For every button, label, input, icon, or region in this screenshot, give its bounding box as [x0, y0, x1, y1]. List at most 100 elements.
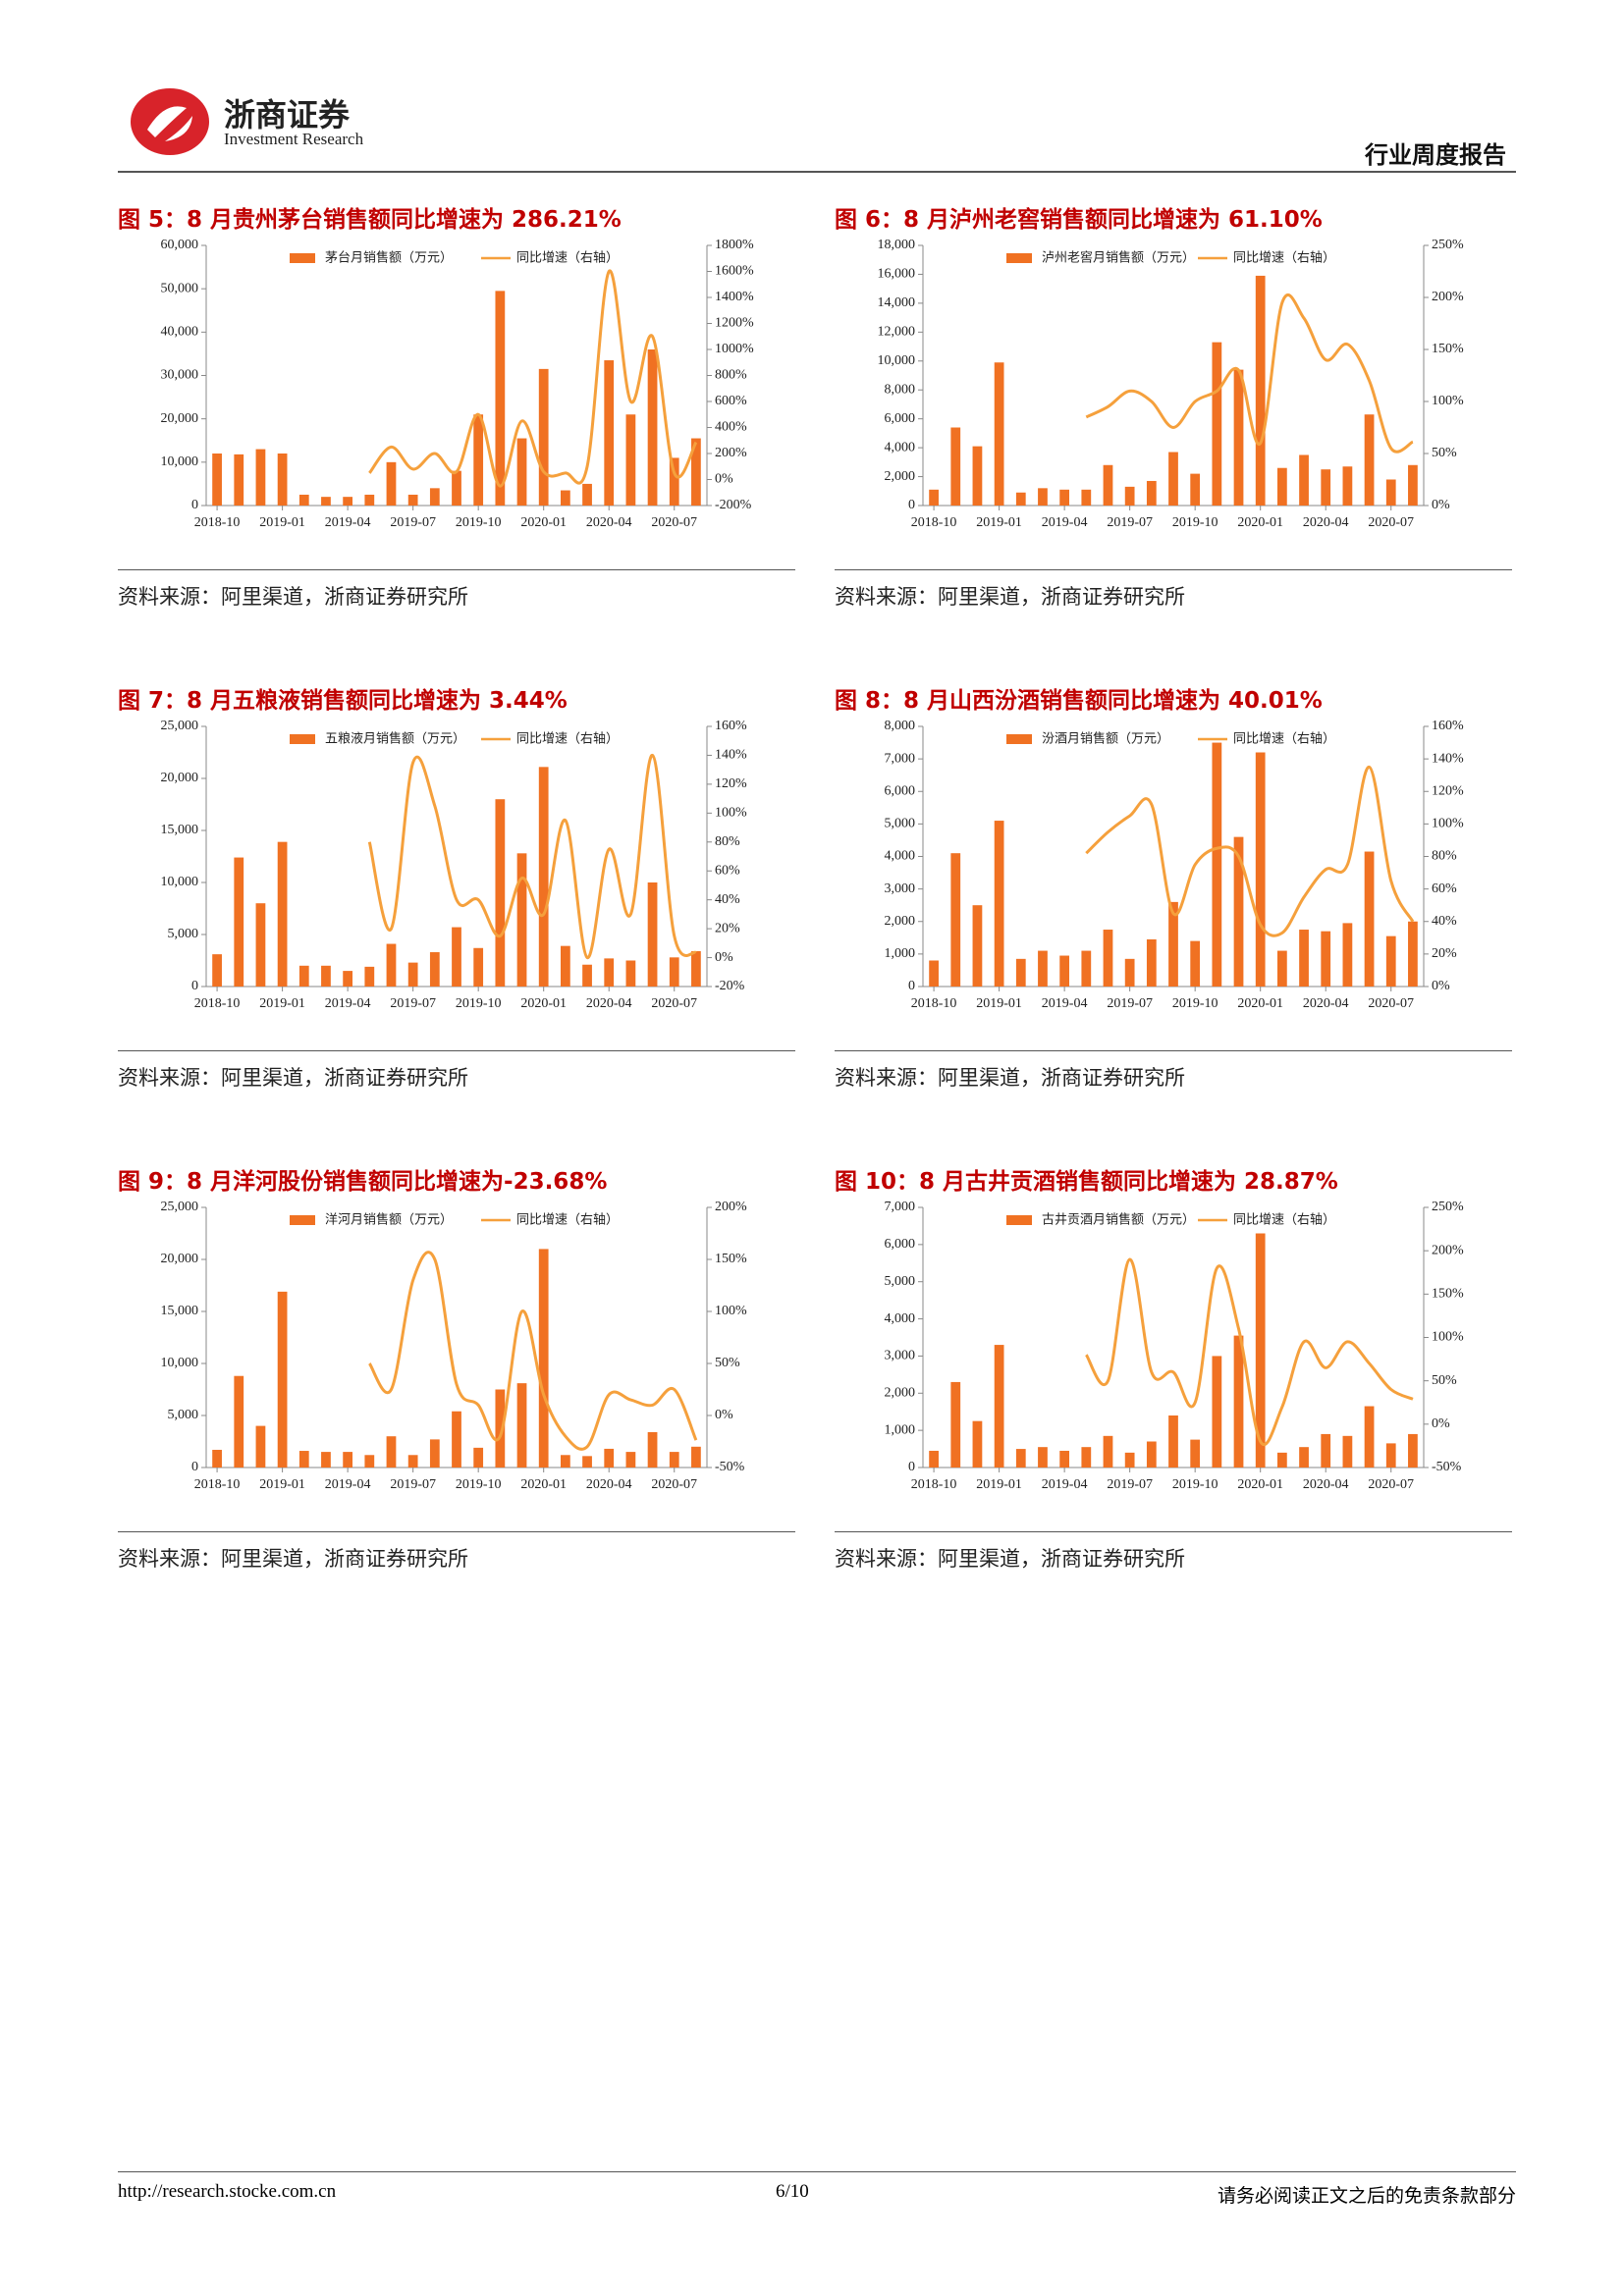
x-tick-label: 2019-04 [325, 996, 371, 1011]
figure-title: 图 7：8 月五粮液销售额同比增速为 3.44% [118, 688, 568, 714]
x-tick-label: 2020-07 [651, 996, 697, 1011]
y-tick-label: 10,000 [161, 1356, 199, 1370]
y-tick-label: 2,000 [885, 1386, 916, 1401]
bar [1059, 955, 1070, 987]
figure-title: 图 8：8 月山西汾酒销售额同比增速为 40.01% [835, 688, 1323, 714]
x-tick-label: 2019-01 [976, 1477, 1022, 1492]
x-tick-label: 2020-01 [1237, 996, 1283, 1011]
bar [950, 1381, 961, 1468]
bar [1342, 1435, 1353, 1468]
bar [1212, 1356, 1222, 1468]
figure-source: 资料来源：阿里渠道，浙商证券研究所 [118, 1547, 468, 1571]
growth-line [368, 269, 698, 488]
header-rule [118, 171, 1516, 173]
bar [321, 965, 331, 987]
bar [1124, 958, 1135, 987]
source-rule [835, 1531, 1512, 1532]
chart: 0 1,000 2,000 3,000 4,000 5,000 6,000 7,000 8,00… [885, 719, 1465, 1011]
footer-url: http://research.stocke.com.cn [118, 2181, 337, 2202]
y2-tick-label: 80% [715, 834, 740, 849]
y2-tick-label: 200% [1432, 1243, 1464, 1257]
x-tick-label: 2020-07 [1368, 996, 1414, 1011]
bar [560, 945, 570, 987]
chart: 0 5,000 10,000 15,000 20,000 25,000 -20% 0% 20% 4… [161, 719, 748, 1011]
y-tick-label: 10,000 [161, 454, 199, 469]
bar [1212, 742, 1222, 987]
y2-tick-label: 0% [1432, 979, 1450, 993]
growth-line [1085, 1257, 1414, 1446]
y2-tick-label: 50% [715, 1356, 740, 1370]
x-tick-label: 2019-07 [390, 1477, 436, 1492]
y2-tick-label: 800% [715, 368, 747, 383]
x-tick-label: 2019-04 [1042, 996, 1088, 1011]
bar [604, 360, 615, 506]
y2-tick-label: -50% [715, 1460, 745, 1474]
y-tick-label: 5,000 [168, 1408, 199, 1422]
x-tick-label: 2019-07 [1107, 1477, 1153, 1492]
bar [1364, 414, 1375, 506]
y2-tick-label: 160% [715, 719, 747, 733]
y2-tick-label: 250% [1432, 238, 1464, 252]
figure-title: 图 10：8 月古井贡酒销售额同比增速为 28.87% [835, 1169, 1338, 1195]
logo [131, 88, 209, 155]
x-tick-label: 2019-07 [390, 996, 436, 1011]
y2-tick-label: 1400% [715, 290, 754, 304]
bar [1103, 930, 1113, 987]
y-tick-label: 20,000 [161, 771, 199, 785]
y-tick-label: 7,000 [885, 1200, 916, 1214]
x-tick-label: 2019-04 [325, 1477, 371, 1492]
y-tick-label: 0 [908, 498, 915, 512]
y-tick-label: 5,000 [885, 1274, 916, 1289]
x-tick-label: 2020-01 [520, 996, 567, 1011]
y2-tick-label: 100% [715, 806, 747, 821]
bar [625, 414, 636, 506]
bar [669, 457, 679, 506]
source-rule [118, 569, 795, 570]
y2-tick-label: 200% [1432, 290, 1464, 304]
footer-rule [118, 2171, 1516, 2172]
bar [994, 362, 1004, 506]
bar [1255, 1233, 1266, 1468]
y2-tick-label: -20% [715, 979, 745, 993]
legend-label: 同比增速（右轴） [516, 732, 619, 747]
figure-source: 资料来源：阿里渠道，浙商证券研究所 [835, 1066, 1185, 1090]
bar [234, 1375, 244, 1468]
bar [321, 497, 331, 506]
legend-label: 五粮液月销售额（万元） [325, 731, 465, 747]
bar [1146, 938, 1157, 987]
bar [1408, 921, 1418, 987]
bar [234, 454, 244, 506]
y2-tick-label: 120% [1432, 783, 1464, 798]
bar [1385, 1443, 1396, 1468]
x-tick-label: 2019-01 [259, 1477, 305, 1492]
bar [691, 950, 701, 987]
y2-tick-label: -200% [715, 498, 752, 512]
figure-source: 资料来源：阿里渠道，浙商证券研究所 [835, 1547, 1185, 1571]
bar [212, 954, 222, 987]
bar [255, 449, 266, 506]
chart: 0 5,000 10,000 15,000 20,000 25,000 -50% 0% 50% 1… [161, 1200, 748, 1492]
growth-line [367, 753, 697, 960]
y2-tick-label: 60% [1432, 881, 1457, 896]
y2-tick-label: 250% [1432, 1200, 1464, 1214]
x-tick-label: 2019-07 [1107, 996, 1153, 1011]
y2-tick-label: 50% [1432, 1373, 1457, 1388]
x-tick-label: 2020-04 [586, 996, 632, 1011]
bar [1299, 1447, 1309, 1468]
bar [1146, 480, 1157, 506]
bar [1364, 851, 1375, 987]
bar [1408, 1433, 1418, 1468]
x-tick-label: 2019-10 [456, 515, 502, 530]
bar [1015, 958, 1026, 987]
bar [516, 853, 527, 987]
y-tick-label: 2,000 [885, 914, 916, 929]
bar [582, 1456, 592, 1468]
y2-tick-label: 160% [1432, 719, 1464, 733]
bar [364, 1455, 375, 1468]
y2-tick-label: 120% [715, 776, 747, 791]
bar [625, 1452, 636, 1468]
source-rule [118, 1531, 795, 1532]
chart: 0 10,000 20,000 30,000 40,000 50,000 60,000 -20… [161, 238, 755, 530]
bar [950, 427, 961, 506]
figure-source: 资料来源：阿里渠道，浙商证券研究所 [118, 1066, 468, 1090]
